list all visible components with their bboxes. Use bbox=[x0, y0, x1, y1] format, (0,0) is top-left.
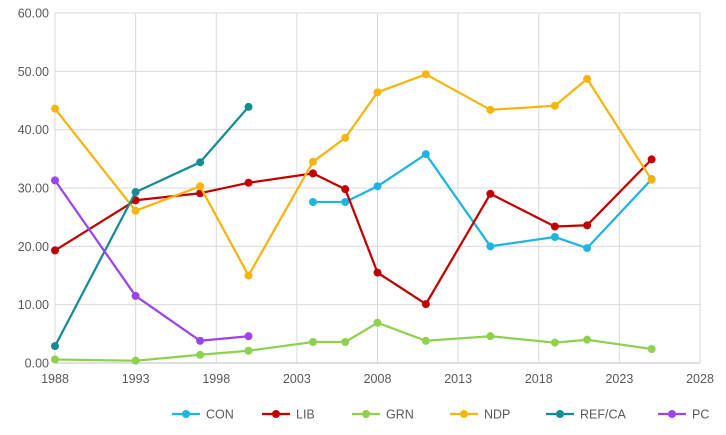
data-point-grn bbox=[309, 338, 317, 346]
data-point-con bbox=[341, 198, 350, 206]
series-lines bbox=[51, 70, 656, 365]
data-point-con bbox=[309, 198, 317, 206]
data-point-lib bbox=[421, 300, 430, 309]
legend-item-ndp: NDP bbox=[450, 408, 510, 422]
axes: 0.00 10.00 20.00 30.00 40.00 50.00 60.00 1988 19… bbox=[18, 7, 714, 387]
x-tick-label: 1988 bbox=[41, 372, 69, 386]
y-tick-label: 30.00 bbox=[18, 182, 49, 196]
legend-label: NDP bbox=[484, 408, 510, 422]
legend-item-pc: PC bbox=[658, 408, 709, 422]
data-point-lib bbox=[373, 268, 382, 277]
legend-swatch-marker bbox=[460, 410, 468, 418]
data-point-grn bbox=[131, 356, 140, 365]
x-tick-label: 1998 bbox=[202, 372, 230, 386]
data-point-ndp bbox=[196, 182, 205, 191]
data-point-ndp bbox=[550, 101, 559, 110]
data-point-lib bbox=[309, 169, 317, 178]
data-point-ndp bbox=[647, 175, 656, 184]
x-tick-label: 2013 bbox=[444, 372, 472, 386]
data-point-grn bbox=[196, 350, 205, 359]
data-point-lib bbox=[583, 221, 592, 230]
legend-swatch-marker bbox=[272, 410, 280, 418]
data-point-pc bbox=[131, 291, 140, 300]
data-point-ref-ca bbox=[244, 102, 253, 111]
y-tick-label: 0.00 bbox=[25, 357, 49, 371]
data-point-pc bbox=[244, 332, 253, 341]
data-point-grn bbox=[421, 336, 430, 345]
data-point-con bbox=[421, 150, 430, 159]
data-point-ndp bbox=[421, 70, 430, 79]
series-grn bbox=[51, 318, 656, 365]
y-tick-label: 10.00 bbox=[18, 298, 49, 312]
data-point-grn bbox=[373, 318, 382, 327]
series-line-lib bbox=[53, 158, 653, 306]
data-point-lib bbox=[244, 178, 253, 187]
legend-item-grn: GRN bbox=[352, 408, 414, 422]
data-point-pc bbox=[196, 336, 205, 345]
data-point-ref-ca bbox=[131, 188, 140, 197]
legend-label: GRN bbox=[386, 408, 414, 422]
x-tick-label: 2018 bbox=[525, 372, 553, 386]
data-point-grn bbox=[583, 335, 592, 344]
legend-swatch-marker bbox=[668, 410, 676, 418]
data-point-ref-ca bbox=[51, 342, 59, 351]
y-tick-label: 60.00 bbox=[18, 7, 49, 21]
legend-item-ref-ca: REF/CA bbox=[546, 408, 627, 422]
x-tick-label: 2008 bbox=[364, 372, 392, 386]
legend: CON LIB GRN NDP REF/CA PC bbox=[172, 408, 709, 422]
legend-item-lib: LIB bbox=[262, 408, 315, 422]
y-tick-label: 40.00 bbox=[18, 123, 49, 137]
series-line-pc bbox=[53, 179, 250, 342]
data-point-grn bbox=[486, 332, 495, 341]
series-line-ndp bbox=[53, 73, 653, 277]
data-point-ndp bbox=[583, 74, 592, 83]
data-point-lib bbox=[550, 222, 559, 231]
legend-label: LIB bbox=[296, 408, 315, 422]
data-point-grn bbox=[244, 346, 253, 355]
data-point-con bbox=[550, 233, 559, 241]
x-tick-label: 2023 bbox=[605, 372, 633, 386]
series-ndp bbox=[51, 70, 656, 280]
data-point-ndp bbox=[309, 157, 317, 166]
series-lib bbox=[51, 155, 656, 309]
data-point-con bbox=[486, 242, 495, 251]
series-line-grn bbox=[53, 321, 653, 362]
series-pc bbox=[51, 176, 253, 345]
x-tick-label: 2028 bbox=[686, 372, 714, 386]
data-point-ndp bbox=[486, 105, 495, 114]
data-point-lib bbox=[51, 246, 59, 255]
data-point-ndp bbox=[51, 104, 59, 113]
data-point-grn bbox=[647, 345, 656, 353]
data-point-ndp bbox=[131, 206, 140, 215]
data-point-ref-ca bbox=[196, 158, 205, 167]
data-point-lib bbox=[486, 189, 495, 198]
legend-swatch-marker bbox=[556, 410, 564, 418]
data-point-grn bbox=[341, 338, 350, 346]
legend-swatch-marker bbox=[362, 410, 370, 418]
y-tick-label: 50.00 bbox=[18, 65, 49, 79]
data-point-con bbox=[583, 244, 592, 253]
y-tick-label: 20.00 bbox=[18, 240, 49, 254]
legend-label: CON bbox=[206, 408, 234, 422]
legend-label: REF/CA bbox=[580, 408, 627, 422]
data-point-ndp bbox=[373, 88, 382, 97]
data-point-ndp bbox=[244, 271, 253, 280]
data-point-lib bbox=[341, 185, 350, 194]
legend-label: PC bbox=[692, 408, 709, 422]
series-line-ref-ca bbox=[53, 105, 250, 348]
data-point-grn bbox=[550, 338, 559, 347]
data-point-ndp bbox=[341, 133, 350, 142]
x-tick-label: 2003 bbox=[283, 372, 311, 386]
series-ref-ca bbox=[51, 102, 253, 351]
data-point-pc bbox=[51, 176, 59, 185]
data-point-lib bbox=[647, 155, 656, 164]
legend-item-con: CON bbox=[172, 408, 234, 422]
x-tick-label: 1993 bbox=[122, 372, 150, 386]
data-point-con bbox=[373, 182, 382, 191]
legend-swatch-marker bbox=[182, 410, 190, 418]
series-line-con bbox=[311, 153, 653, 250]
data-point-grn bbox=[51, 355, 59, 364]
